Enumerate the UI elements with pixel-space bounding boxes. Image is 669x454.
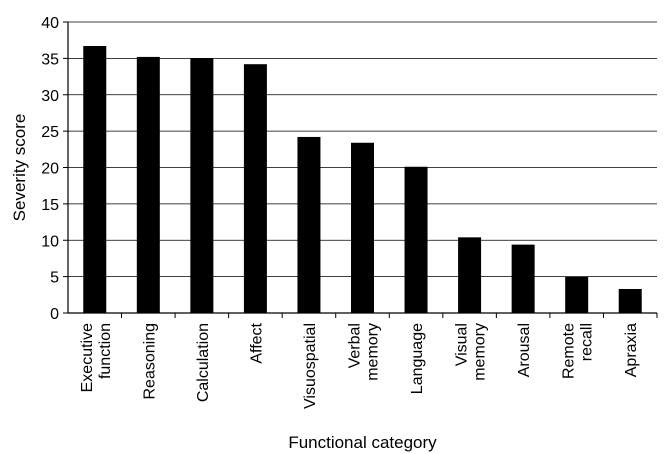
- x-tick-label: Affect: [248, 322, 265, 363]
- x-tick-label-line: Arousal: [516, 323, 533, 377]
- bar: [511, 244, 535, 313]
- y-tick-label: 10: [41, 233, 59, 250]
- bar: [404, 166, 428, 313]
- x-tick-label: Reasoning: [141, 323, 158, 400]
- x-tick-label-line: recall: [579, 323, 596, 361]
- bar: [83, 46, 107, 313]
- x-tick-label-line: Language: [409, 323, 426, 394]
- bar: [297, 136, 321, 313]
- x-tick-label: Visuospatial: [302, 323, 319, 409]
- bar: [136, 56, 160, 314]
- bar: [351, 142, 374, 313]
- y-tick-label: 25: [41, 124, 59, 141]
- x-tick-label-line: Verbal: [347, 323, 364, 368]
- bar: [458, 237, 482, 313]
- x-tick-label-line: Executive: [79, 323, 96, 392]
- bar: [618, 288, 642, 313]
- x-tick-label: Executive function: [79, 323, 114, 392]
- y-tick-label: 15: [41, 197, 59, 214]
- y-tick-labels: 0 5 10 15 20 25 30 35 40: [41, 15, 59, 323]
- y-tick-label: 5: [50, 270, 59, 287]
- x-tick-label-line: Reasoning: [141, 323, 158, 400]
- x-tick-label-line: Apraxia: [623, 323, 640, 377]
- bars: [83, 46, 642, 314]
- x-tick-label-line: Calculation: [195, 323, 212, 402]
- x-tick-label: Arousal: [516, 323, 533, 377]
- bar: [190, 58, 214, 313]
- x-tick-label: Visual memory: [454, 323, 489, 381]
- x-tick-label-line: memory: [472, 323, 489, 381]
- x-tick-label-line: memory: [365, 323, 382, 381]
- y-axis-title: Severity score: [10, 114, 29, 222]
- x-tick-label-line: Visual: [454, 323, 471, 366]
- x-tick-label: Remote recall: [561, 323, 596, 379]
- bar: [565, 276, 589, 313]
- x-tick-label-line: Affect: [248, 322, 265, 363]
- y-tick-label: 40: [41, 15, 59, 32]
- y-tick-label: 35: [41, 51, 59, 68]
- x-tick-label: Calculation: [195, 323, 212, 402]
- bar: [243, 64, 267, 313]
- y-tick-label: 30: [41, 88, 59, 105]
- y-tick-label: 0: [50, 306, 59, 323]
- axes: [63, 21, 658, 318]
- x-tick-label: Apraxia: [623, 323, 640, 377]
- y-tick-label: 20: [41, 161, 59, 178]
- x-axis-title: Functional category: [288, 433, 437, 452]
- x-tick-label-line: function: [97, 323, 114, 379]
- x-tick-label: Verbal memory: [347, 323, 382, 381]
- x-tick-label: Language: [409, 323, 426, 394]
- x-tick-labels: Executive function Reasoning Calculation Aff…: [79, 322, 640, 409]
- x-tick-label-line: Visuospatial: [302, 323, 319, 409]
- x-tick-label-line: Remote: [561, 323, 578, 379]
